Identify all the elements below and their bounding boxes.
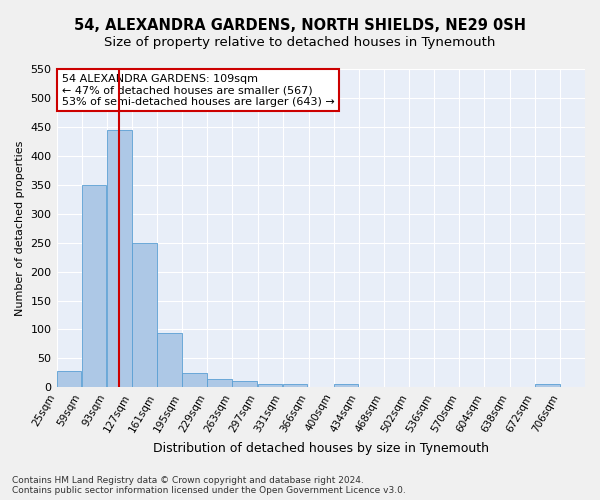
Text: 54 ALEXANDRA GARDENS: 109sqm
← 47% of detached houses are smaller (567)
53% of s: 54 ALEXANDRA GARDENS: 109sqm ← 47% of de… [62,74,335,107]
Bar [257,384,283,388]
Text: 54, ALEXANDRA GARDENS, NORTH SHIELDS, NE29 0SH: 54, ALEXANDRA GARDENS, NORTH SHIELDS, NE… [74,18,526,32]
X-axis label: Distribution of detached houses by size in Tynemouth: Distribution of detached houses by size … [153,442,489,455]
Bar [334,384,358,388]
Bar [82,185,106,388]
Bar [132,242,157,388]
Bar [208,379,232,388]
Bar [182,373,207,388]
Text: Size of property relative to detached houses in Tynemouth: Size of property relative to detached ho… [104,36,496,49]
Y-axis label: Number of detached properties: Number of detached properties [15,140,25,316]
Bar [232,381,257,388]
Bar [283,384,307,388]
Text: Contains HM Land Registry data © Crown copyright and database right 2024.
Contai: Contains HM Land Registry data © Crown c… [12,476,406,495]
Bar [56,371,82,388]
Bar [535,384,560,388]
Bar [107,130,131,388]
Bar [157,334,182,388]
